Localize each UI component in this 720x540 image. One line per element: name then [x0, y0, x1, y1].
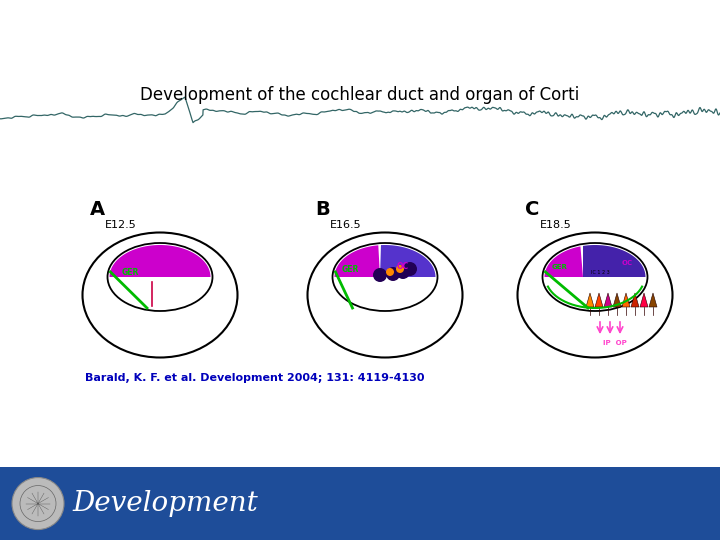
Ellipse shape — [518, 233, 672, 357]
Text: Development: Development — [72, 490, 258, 517]
Text: IP  OP: IP OP — [603, 340, 627, 346]
Polygon shape — [335, 245, 380, 277]
Text: E12.5: E12.5 — [105, 220, 137, 230]
Ellipse shape — [83, 233, 238, 357]
Circle shape — [396, 265, 404, 273]
Polygon shape — [649, 293, 657, 307]
Text: E18.5: E18.5 — [540, 220, 572, 230]
Polygon shape — [380, 245, 436, 277]
Text: B: B — [315, 200, 330, 219]
Text: IC 1 2 3: IC 1 2 3 — [590, 270, 609, 275]
Polygon shape — [631, 293, 639, 307]
Polygon shape — [583, 245, 646, 277]
Polygon shape — [595, 293, 603, 307]
Text: Barald, K. F. et al. Development 2004; 131: 4119-4130: Barald, K. F. et al. Development 2004; 1… — [85, 373, 425, 383]
Circle shape — [403, 262, 417, 276]
Text: OC: OC — [166, 268, 178, 277]
Polygon shape — [622, 293, 630, 307]
Text: C: C — [525, 200, 539, 219]
Ellipse shape — [307, 233, 462, 357]
Circle shape — [396, 265, 410, 279]
Polygon shape — [604, 293, 612, 307]
Circle shape — [386, 268, 394, 276]
Text: A: A — [90, 200, 105, 219]
Ellipse shape — [542, 243, 647, 311]
Text: GER: GER — [121, 268, 139, 277]
Text: GER: GER — [552, 264, 568, 270]
Circle shape — [373, 268, 387, 282]
Ellipse shape — [333, 243, 438, 311]
Circle shape — [386, 267, 400, 281]
Text: Development of the cochlear duct and organ of Corti: Development of the cochlear duct and org… — [140, 86, 580, 104]
Text: E16.5: E16.5 — [330, 220, 361, 230]
Polygon shape — [586, 293, 594, 307]
Bar — [0, 467, 720, 540]
Polygon shape — [109, 245, 210, 277]
Polygon shape — [544, 246, 583, 277]
Polygon shape — [640, 293, 648, 307]
Text: OC: OC — [621, 260, 633, 266]
Polygon shape — [613, 293, 621, 307]
Ellipse shape — [107, 243, 212, 311]
Text: OC: OC — [397, 262, 409, 271]
Text: GER: GER — [341, 265, 359, 274]
Circle shape — [12, 477, 64, 530]
